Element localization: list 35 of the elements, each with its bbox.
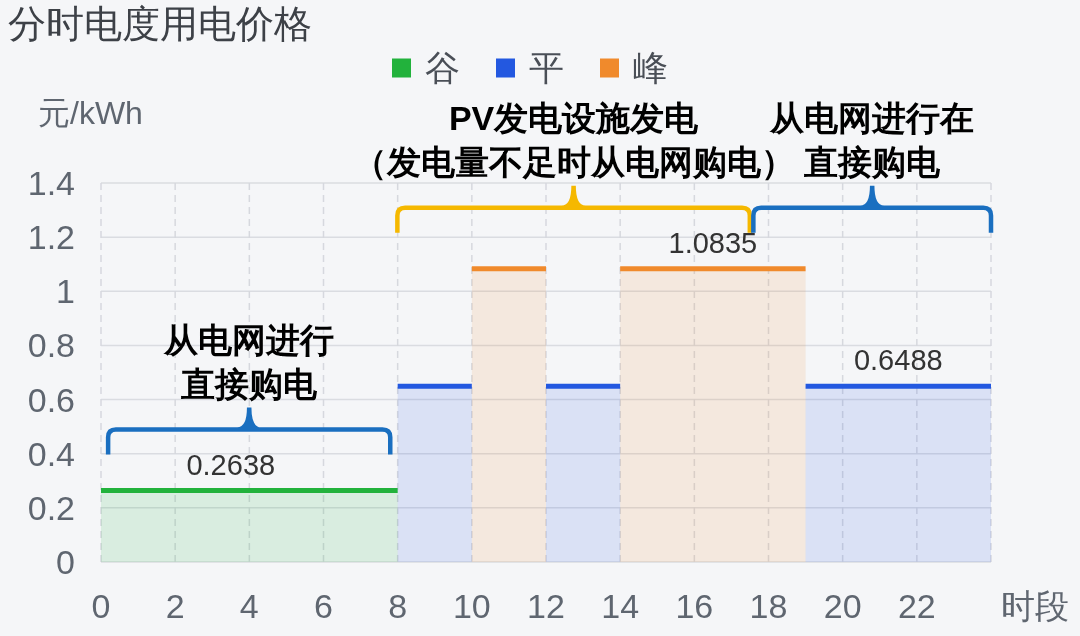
xtick: 12 bbox=[527, 587, 565, 625]
ytick: 1 bbox=[56, 272, 75, 311]
xtick: 16 bbox=[675, 587, 714, 625]
xtick: 0 bbox=[91, 587, 111, 625]
ytick: 0 bbox=[56, 543, 75, 581]
xlabel: 时段 bbox=[1001, 587, 1069, 625]
xtick: 10 bbox=[452, 587, 491, 625]
value-label: 0.6488 bbox=[853, 344, 943, 377]
legend-label: 谷 bbox=[425, 48, 460, 87]
ytick: 0.2 bbox=[27, 488, 75, 527]
xtick: 2 bbox=[165, 587, 185, 625]
xtick: 18 bbox=[749, 587, 788, 625]
ytick: 0.8 bbox=[27, 326, 75, 365]
ylabel: 元/kWh bbox=[38, 95, 143, 131]
ytick: 0.6 bbox=[27, 380, 75, 419]
title: 分时电度用电价格 bbox=[8, 3, 312, 45]
value-label: 1.0835 bbox=[668, 226, 758, 259]
ytick: 1.2 bbox=[27, 218, 75, 257]
legend-label: 峰 bbox=[633, 48, 668, 87]
xtick: 6 bbox=[314, 587, 333, 625]
xtick: 20 bbox=[823, 587, 862, 625]
annotation: 直接购电 bbox=[804, 142, 941, 181]
ytick: 1.4 bbox=[27, 164, 75, 202]
xtick: 8 bbox=[388, 587, 408, 625]
xtick: 4 bbox=[239, 587, 259, 625]
annotation: 从电网进行在 bbox=[770, 98, 975, 137]
xtick: 14 bbox=[601, 587, 640, 625]
annotation: PV发电设施发电 bbox=[448, 98, 699, 137]
ytick: 0.4 bbox=[27, 434, 75, 473]
legend-label: 平 bbox=[529, 48, 564, 87]
value-label: 0.2638 bbox=[186, 448, 276, 481]
annotation: （发电量不足时从电网购电） bbox=[352, 142, 795, 181]
xtick: 22 bbox=[897, 587, 936, 625]
annotation: 直接购电 bbox=[181, 364, 318, 403]
annotation: 从电网进行 bbox=[164, 320, 335, 359]
